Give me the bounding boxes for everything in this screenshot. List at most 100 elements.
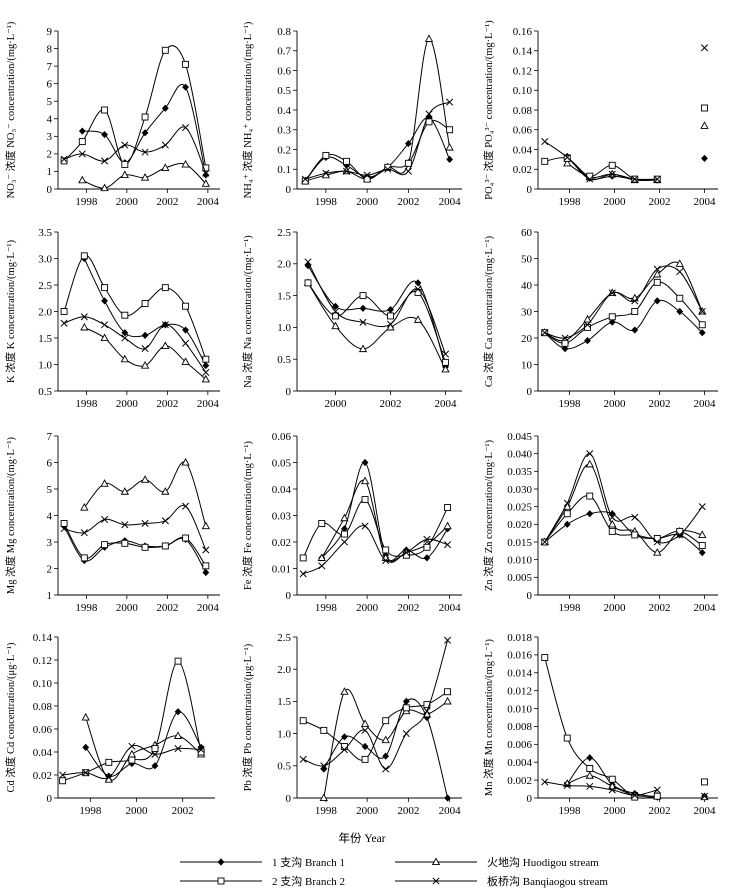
y-tick-label: 0 bbox=[527, 590, 533, 602]
data-point bbox=[340, 513, 349, 522]
data-point bbox=[182, 83, 189, 91]
series-line bbox=[63, 504, 207, 551]
y-tick-label: 4 bbox=[47, 510, 53, 522]
data-point bbox=[653, 175, 661, 183]
x-tick-label: 2004 bbox=[197, 196, 220, 208]
y-tick-label: 0.06 bbox=[33, 724, 53, 736]
series-b1 bbox=[320, 697, 451, 802]
x-tick-label: 2004 bbox=[694, 602, 717, 614]
y-tick-label: 0 bbox=[286, 184, 292, 196]
x-tick-label: 2002 bbox=[172, 805, 194, 817]
data-point bbox=[631, 175, 639, 183]
data-point bbox=[141, 148, 149, 156]
data-point bbox=[387, 312, 394, 320]
y-tick-label: 1 bbox=[47, 590, 53, 602]
data-point bbox=[676, 531, 684, 539]
data-point bbox=[698, 542, 706, 549]
data-point bbox=[140, 475, 150, 483]
data-point bbox=[60, 308, 68, 315]
data-point bbox=[341, 525, 348, 533]
panel-k: 0.5 1.0 1.5 2.0 2.5 3.0 3.5 1998 2000 2002 2004 K 浓… bbox=[4, 227, 220, 410]
data-point bbox=[151, 762, 159, 770]
data-point bbox=[201, 179, 210, 187]
data-point bbox=[161, 284, 169, 292]
y-axis-label: PO₄³⁻ 浓度 PO₄³⁻ concentration/(mg·L⁻¹) bbox=[482, 20, 495, 200]
data-point bbox=[332, 312, 339, 320]
data-point bbox=[60, 520, 68, 527]
x-tick-label: 2002 bbox=[156, 602, 178, 614]
data-point bbox=[700, 792, 709, 800]
y-tick-label: 0.04 bbox=[33, 747, 53, 759]
data-point bbox=[100, 333, 109, 342]
series-hd bbox=[80, 322, 210, 383]
y-tick-label: 0 bbox=[527, 184, 533, 196]
y-tick-label: 0.06 bbox=[513, 125, 533, 137]
y-axis-label: Fe 浓度 Fe concentration/(mg·L⁻¹) bbox=[241, 441, 254, 590]
data-point bbox=[80, 252, 88, 260]
y-tick-label: 1.0 bbox=[277, 728, 291, 740]
panel-ca: 0 10 20 30 40 50 60 1998 2000 2002 2004 Ca 浓度 Ca co… bbox=[482, 227, 718, 410]
y-tick-label: 7 bbox=[47, 61, 53, 73]
data-point bbox=[384, 163, 392, 171]
data-point bbox=[161, 104, 169, 112]
x-tick-label: 1998 bbox=[559, 602, 582, 614]
y-tick-label: 8 bbox=[47, 43, 53, 55]
y-tick-label: 0.005 bbox=[507, 572, 532, 584]
y-axis-label: K 浓度 K concentration/(mg·L⁻¹) bbox=[4, 239, 17, 383]
y-tick-label: 0.16 bbox=[513, 26, 533, 38]
series-line bbox=[544, 781, 658, 796]
data-point bbox=[341, 733, 348, 741]
data-point bbox=[161, 46, 169, 54]
data-point bbox=[59, 771, 67, 779]
data-point bbox=[423, 707, 431, 715]
data-point bbox=[340, 687, 349, 695]
data-point bbox=[402, 730, 410, 738]
series-bq bbox=[60, 124, 210, 177]
data-point bbox=[563, 158, 572, 167]
data-point bbox=[320, 765, 328, 773]
data-point bbox=[121, 539, 129, 547]
data-point bbox=[414, 279, 422, 287]
series-b2 bbox=[301, 118, 454, 185]
data-point bbox=[631, 791, 639, 799]
legend-marker bbox=[431, 857, 441, 866]
y-axis-label: Na 浓度 Na concentration/(mg·L⁻¹) bbox=[241, 235, 254, 388]
data-point bbox=[299, 570, 307, 578]
data-point bbox=[700, 121, 709, 129]
data-point bbox=[304, 258, 312, 266]
data-point bbox=[675, 259, 684, 267]
x-tick-label: 2000 bbox=[116, 196, 139, 208]
data-point bbox=[141, 543, 149, 551]
y-tick-label: 0.012 bbox=[507, 685, 532, 697]
data-point bbox=[141, 345, 149, 353]
y-tick-label: 10 bbox=[521, 359, 533, 371]
series-b1 bbox=[80, 254, 210, 370]
series-b2 bbox=[541, 492, 706, 549]
y-tick-label: 0.5 bbox=[38, 386, 52, 398]
data-point bbox=[563, 510, 571, 518]
x-tick-label: 2004 bbox=[435, 398, 458, 410]
y-tick-label: 0.020 bbox=[507, 519, 532, 531]
data-point bbox=[331, 321, 340, 330]
y-tick-label: 1.5 bbox=[277, 290, 291, 302]
legend-label: 火地沟 Huodigou stream bbox=[487, 856, 599, 869]
data-point bbox=[59, 777, 67, 785]
y-tick-label: 20 bbox=[521, 333, 533, 345]
data-point bbox=[127, 749, 137, 758]
y-tick-label: 0.006 bbox=[507, 739, 532, 751]
data-point bbox=[586, 510, 594, 518]
data-point bbox=[442, 358, 449, 366]
y-axis-label: Zn 浓度 Zn concentration/(mg·L⁻¹) bbox=[482, 439, 495, 591]
panel-zn: 0 0.005 0.010 0.015 0.020 0.025 0.030 0.035 0.04… bbox=[482, 431, 718, 614]
data-point bbox=[161, 163, 170, 171]
y-tick-label: 0.04 bbox=[513, 144, 533, 156]
y-axis-label: NO₃⁻ 浓度 NO₃⁻ concentration/(mg·L⁻¹) bbox=[4, 21, 17, 198]
data-point bbox=[563, 781, 571, 790]
y-tick-label: 0.035 bbox=[507, 466, 532, 478]
x-tick-label: 2004 bbox=[197, 398, 220, 410]
data-point bbox=[444, 504, 452, 511]
y-tick-label: 2.5 bbox=[38, 280, 52, 292]
y-tick-label: 0.040 bbox=[507, 448, 532, 460]
y-tick-label: 0.008 bbox=[507, 721, 532, 733]
y-tick-label: 1.5 bbox=[277, 696, 291, 708]
